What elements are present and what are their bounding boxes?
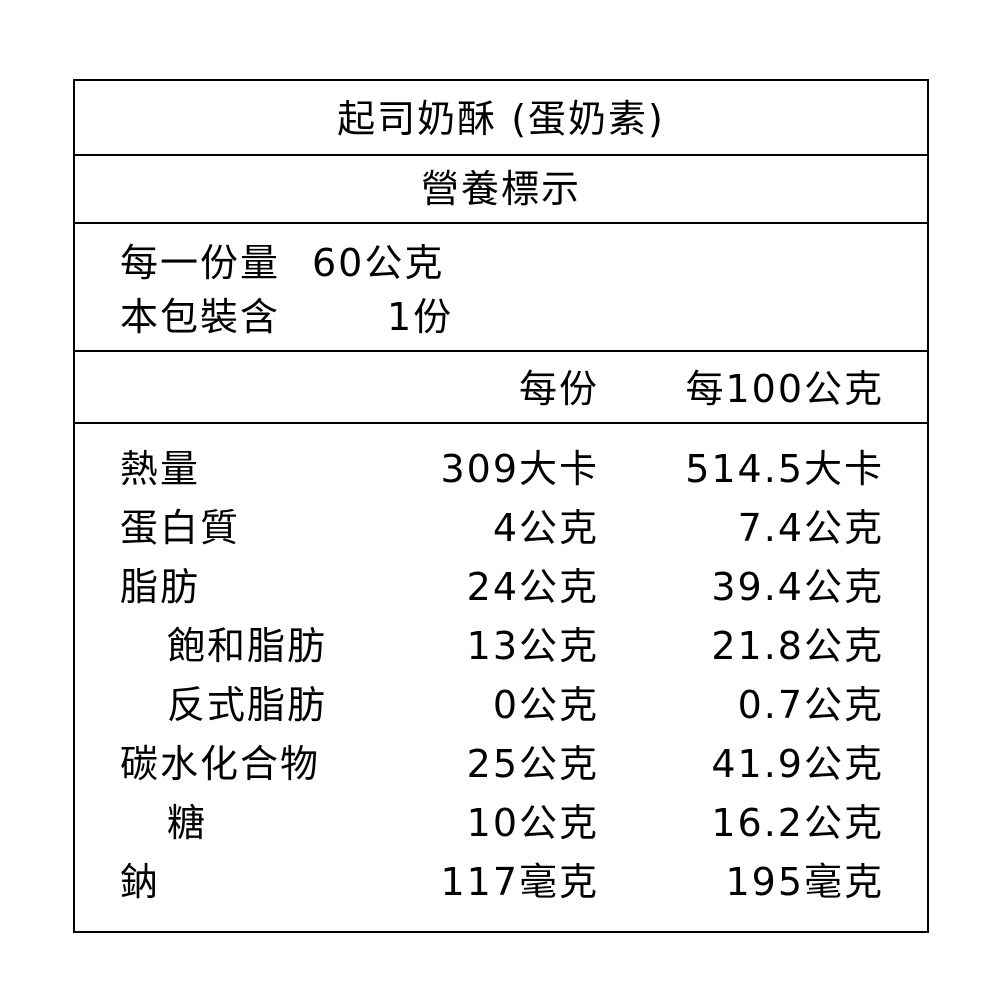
nutrient-per-serving: 4公克 — [492, 506, 599, 550]
label-heading: 營養標示 — [420, 167, 581, 211]
servings-per-package-value: 1份 — [387, 295, 454, 339]
nutrient-per-100g: 39.4公克 — [711, 565, 884, 609]
nutrient-per-100g: 514.5大卡 — [685, 447, 884, 491]
divider — [75, 422, 927, 424]
nutrient-label: 飽和脂肪 — [167, 624, 328, 668]
nutrient-per-100g: 16.2公克 — [711, 801, 884, 845]
nutrient-per-100g: 195毫克 — [725, 860, 884, 904]
serving-size-label: 每一份量 — [120, 241, 281, 285]
nutrient-per-serving: 0公克 — [492, 683, 599, 727]
nutrient-per-serving: 117毫克 — [440, 860, 599, 904]
nutrient-per-100g: 0.7公克 — [737, 683, 884, 727]
nutrient-per-serving: 309大卡 — [440, 447, 599, 491]
nutrient-label: 鈉 — [120, 860, 161, 904]
nutrition-label: 起司奶酥 (蛋奶素) 營養標示 每一份量 60公克 本包裝含 1份 每份 每10… — [73, 79, 929, 933]
servings-per-package-label: 本包裝含 — [120, 295, 281, 339]
column-header-per-serving: 每份 — [518, 367, 599, 411]
nutrient-per-serving: 13公克 — [466, 624, 599, 668]
nutrient-per-100g: 7.4公克 — [737, 506, 884, 550]
nutrient-per-100g: 41.9公克 — [711, 742, 884, 786]
nutrient-label: 蛋白質 — [120, 506, 241, 550]
divider — [75, 222, 927, 224]
nutrient-label: 糖 — [167, 801, 208, 845]
divider — [75, 350, 927, 352]
nutrient-label: 脂肪 — [120, 565, 201, 609]
nutrient-label: 熱量 — [120, 447, 201, 491]
product-title: 起司奶酥 (蛋奶素) — [337, 97, 665, 141]
nutrient-label: 碳水化合物 — [120, 742, 321, 786]
divider — [75, 154, 927, 156]
nutrient-per-serving: 10公克 — [466, 801, 599, 845]
nutrient-label: 反式脂肪 — [167, 683, 328, 727]
nutrient-per-100g: 21.8公克 — [711, 624, 884, 668]
column-header-per-100g: 每100公克 — [685, 367, 884, 411]
nutrient-per-serving: 24公克 — [466, 565, 599, 609]
serving-size-value: 60公克 — [312, 241, 445, 285]
nutrient-per-serving: 25公克 — [466, 742, 599, 786]
